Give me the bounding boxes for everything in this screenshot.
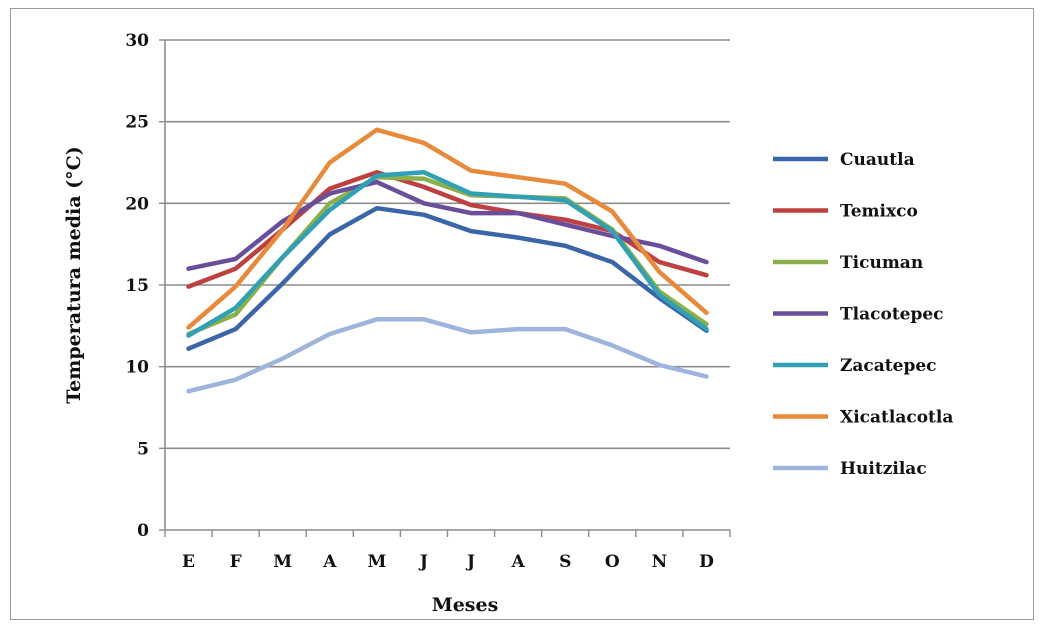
x-axis-title: Meses [432, 594, 499, 616]
series-lines [186, 127, 709, 394]
y-tick-label: 30 [125, 31, 149, 51]
series-line-xicatlacotla [186, 127, 709, 330]
series-line-zacatepec [186, 170, 709, 338]
y-tick-label: 10 [125, 358, 149, 378]
x-tick-label: M [367, 552, 386, 572]
legend-label: Temixco [840, 202, 918, 222]
series-line-huitzilac [186, 317, 709, 394]
axes [159, 39, 731, 537]
legend: Cuautla Temixco Ticuman Tlacotepec Zacatepec… [773, 150, 953, 479]
x-tick-label: S [559, 552, 571, 572]
series-line-tlacotepec [186, 179, 709, 271]
series-line-cuautla [186, 205, 709, 351]
y-axis-title: Temperatura media (°C) [63, 146, 85, 404]
x-tick-label: A [322, 552, 337, 572]
y-tick-labels: 0 5 10 15 20 25 30 [125, 31, 149, 541]
x-tick-label: J [465, 552, 475, 572]
x-tick-label: F [230, 552, 242, 572]
x-tick-label: J [418, 552, 428, 572]
x-tick-label: A [511, 552, 526, 572]
x-tick-label: D [699, 552, 714, 572]
x-tick-label: N [652, 552, 668, 572]
legend-label: Cuautla [840, 150, 915, 170]
y-tick-label: 20 [125, 194, 149, 214]
chart-frame [10, 8, 1034, 620]
x-tick-label: O [605, 552, 620, 572]
legend-label: Huitzilac [840, 459, 927, 479]
legend-label: Xicatlacotla [840, 408, 953, 428]
legend-label: Tlacotepec [840, 305, 944, 325]
y-tick-label: 25 [125, 113, 149, 133]
y-tick-label: 5 [137, 439, 149, 459]
x-tick-label: M [273, 552, 292, 572]
legend-label: Ticuman [840, 253, 923, 273]
legend-label: Zacatepec [840, 356, 937, 376]
y-tick-label: 15 [125, 276, 149, 296]
y-tick-label: 0 [137, 521, 149, 541]
x-tick-label: E [182, 552, 195, 572]
